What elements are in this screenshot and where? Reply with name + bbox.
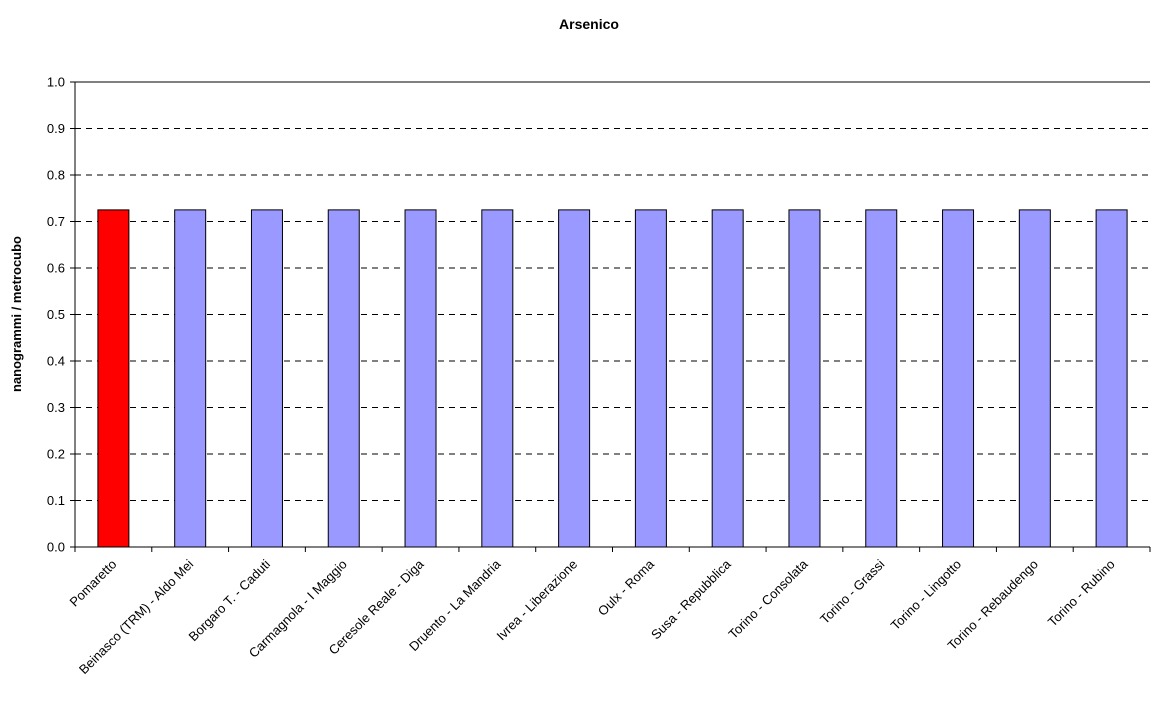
y-tick-label: 0.5 (47, 307, 65, 322)
bar-2 (174, 209, 207, 548)
bar-8 (634, 209, 667, 548)
y-tick-label: 0.4 (47, 354, 65, 369)
x-tick-label: Borgaro T. - Caduti (185, 556, 273, 644)
x-tick-label: Ivrea - Liberazione (493, 557, 580, 644)
axes (70, 81, 1151, 552)
bars (97, 209, 1128, 548)
y-tick-label: 0.3 (47, 400, 65, 415)
y-tick-label: 0.2 (47, 447, 65, 462)
y-tick-label: 0.0 (47, 540, 65, 555)
bar-3 (250, 209, 283, 548)
y-tick-label: 0.6 (47, 261, 65, 276)
x-tick-label: Pomaretto (66, 557, 119, 610)
x-tick-label: Torino - Rubino (1045, 557, 1118, 630)
bar-7 (558, 209, 591, 548)
x-tick-label: Torino - Lingotto (888, 557, 965, 634)
bar-14 (1095, 209, 1128, 548)
bar-9 (711, 209, 744, 548)
bar-11 (865, 209, 898, 548)
chart-title: Arsenico (559, 16, 619, 32)
bar-5 (404, 209, 437, 548)
bar-12 (942, 209, 975, 548)
y-tick-label: 0.1 (47, 493, 65, 508)
y-tick-label: 0.9 (47, 121, 65, 136)
bar-10 (788, 209, 821, 548)
bar-4 (327, 209, 360, 548)
gridlines (75, 81, 1150, 501)
x-tick-label: Torino - Grassi (817, 556, 887, 626)
y-tick-label: 0.7 (47, 214, 65, 229)
x-tick-label: Oulx - Roma (595, 556, 658, 619)
bar-1 (97, 209, 130, 548)
y-tick-label: 0.8 (47, 168, 65, 183)
x-tick-label: Torino - Consolata (725, 556, 811, 642)
y-tick-labels: 0.0 0.1 0.2 0.3 0.4 0.5 0.6 0.7 0.8 0.9 1.0 (47, 75, 65, 555)
y-axis-label: nanogrammi / metrocubo (9, 236, 24, 392)
bar-6 (481, 209, 514, 548)
x-tick-label: Susa - Repubblica (648, 556, 734, 642)
y-tick-label: 1.0 (47, 75, 65, 90)
bar-13 (1018, 209, 1051, 548)
